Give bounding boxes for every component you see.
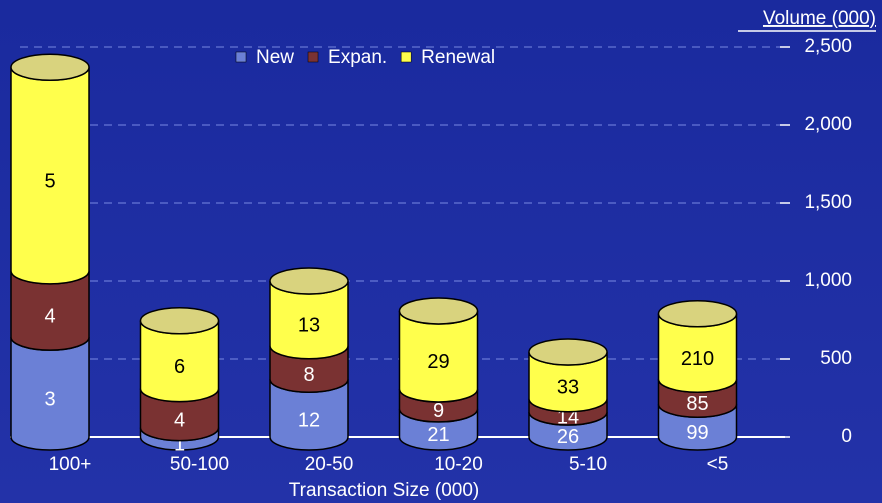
cylinder-top — [398, 297, 479, 325]
x-tick-label: <5 — [707, 454, 729, 475]
legend-label: New — [256, 47, 294, 68]
y-tick-label: 2,500 — [804, 36, 852, 57]
x-tick-label: 20-50 — [305, 454, 354, 475]
x-tick-label: 100+ — [49, 454, 92, 475]
cylinder-top — [528, 338, 608, 366]
x-tick-label: 5-10 — [569, 454, 607, 475]
data-label: 4 — [174, 409, 185, 431]
y-tick-label: 2,000 — [804, 114, 852, 135]
cylinder-top — [10, 53, 90, 82]
data-label: 210 — [681, 348, 714, 370]
y-tick-label: 0 — [841, 426, 852, 447]
legend-swatch — [400, 51, 412, 63]
legend-swatch — [235, 51, 247, 63]
data-label: 3 — [44, 388, 55, 410]
legend-label: Expan. — [328, 47, 387, 68]
x-tick-label: 10-20 — [434, 454, 483, 475]
data-label: 9 — [433, 400, 444, 422]
data-label: 99 — [686, 422, 708, 444]
cylinder-top — [139, 307, 220, 335]
data-label: 29 — [427, 351, 449, 373]
cylinder-top — [657, 300, 738, 328]
y-tick-label: 500 — [820, 348, 852, 369]
x-tick-label: 50-100 — [170, 454, 229, 475]
data-label: 4 — [44, 305, 55, 327]
legend-swatch — [307, 51, 319, 63]
y-tick-label: 1,000 — [804, 270, 852, 291]
data-label: 26 — [557, 426, 579, 448]
legend-label: Renewal — [421, 47, 495, 68]
data-label: 21 — [427, 424, 449, 446]
data-label: 6 — [174, 356, 185, 378]
y-tick-label: 1,500 — [804, 192, 852, 213]
data-label: 1 — [174, 434, 185, 456]
data-label: 85 — [686, 393, 708, 415]
y-axis-title: Volume (000) — [763, 8, 876, 29]
data-label: 12 — [298, 409, 320, 431]
legend: New Expan. Renewal — [235, 47, 495, 68]
data-label: 33 — [557, 377, 579, 399]
data-label: 8 — [303, 364, 314, 386]
x-axis-title: Transaction Size (000) — [289, 480, 479, 501]
data-label: 13 — [298, 315, 320, 337]
cylinder-top — [269, 267, 349, 295]
data-label: 5 — [44, 170, 55, 192]
